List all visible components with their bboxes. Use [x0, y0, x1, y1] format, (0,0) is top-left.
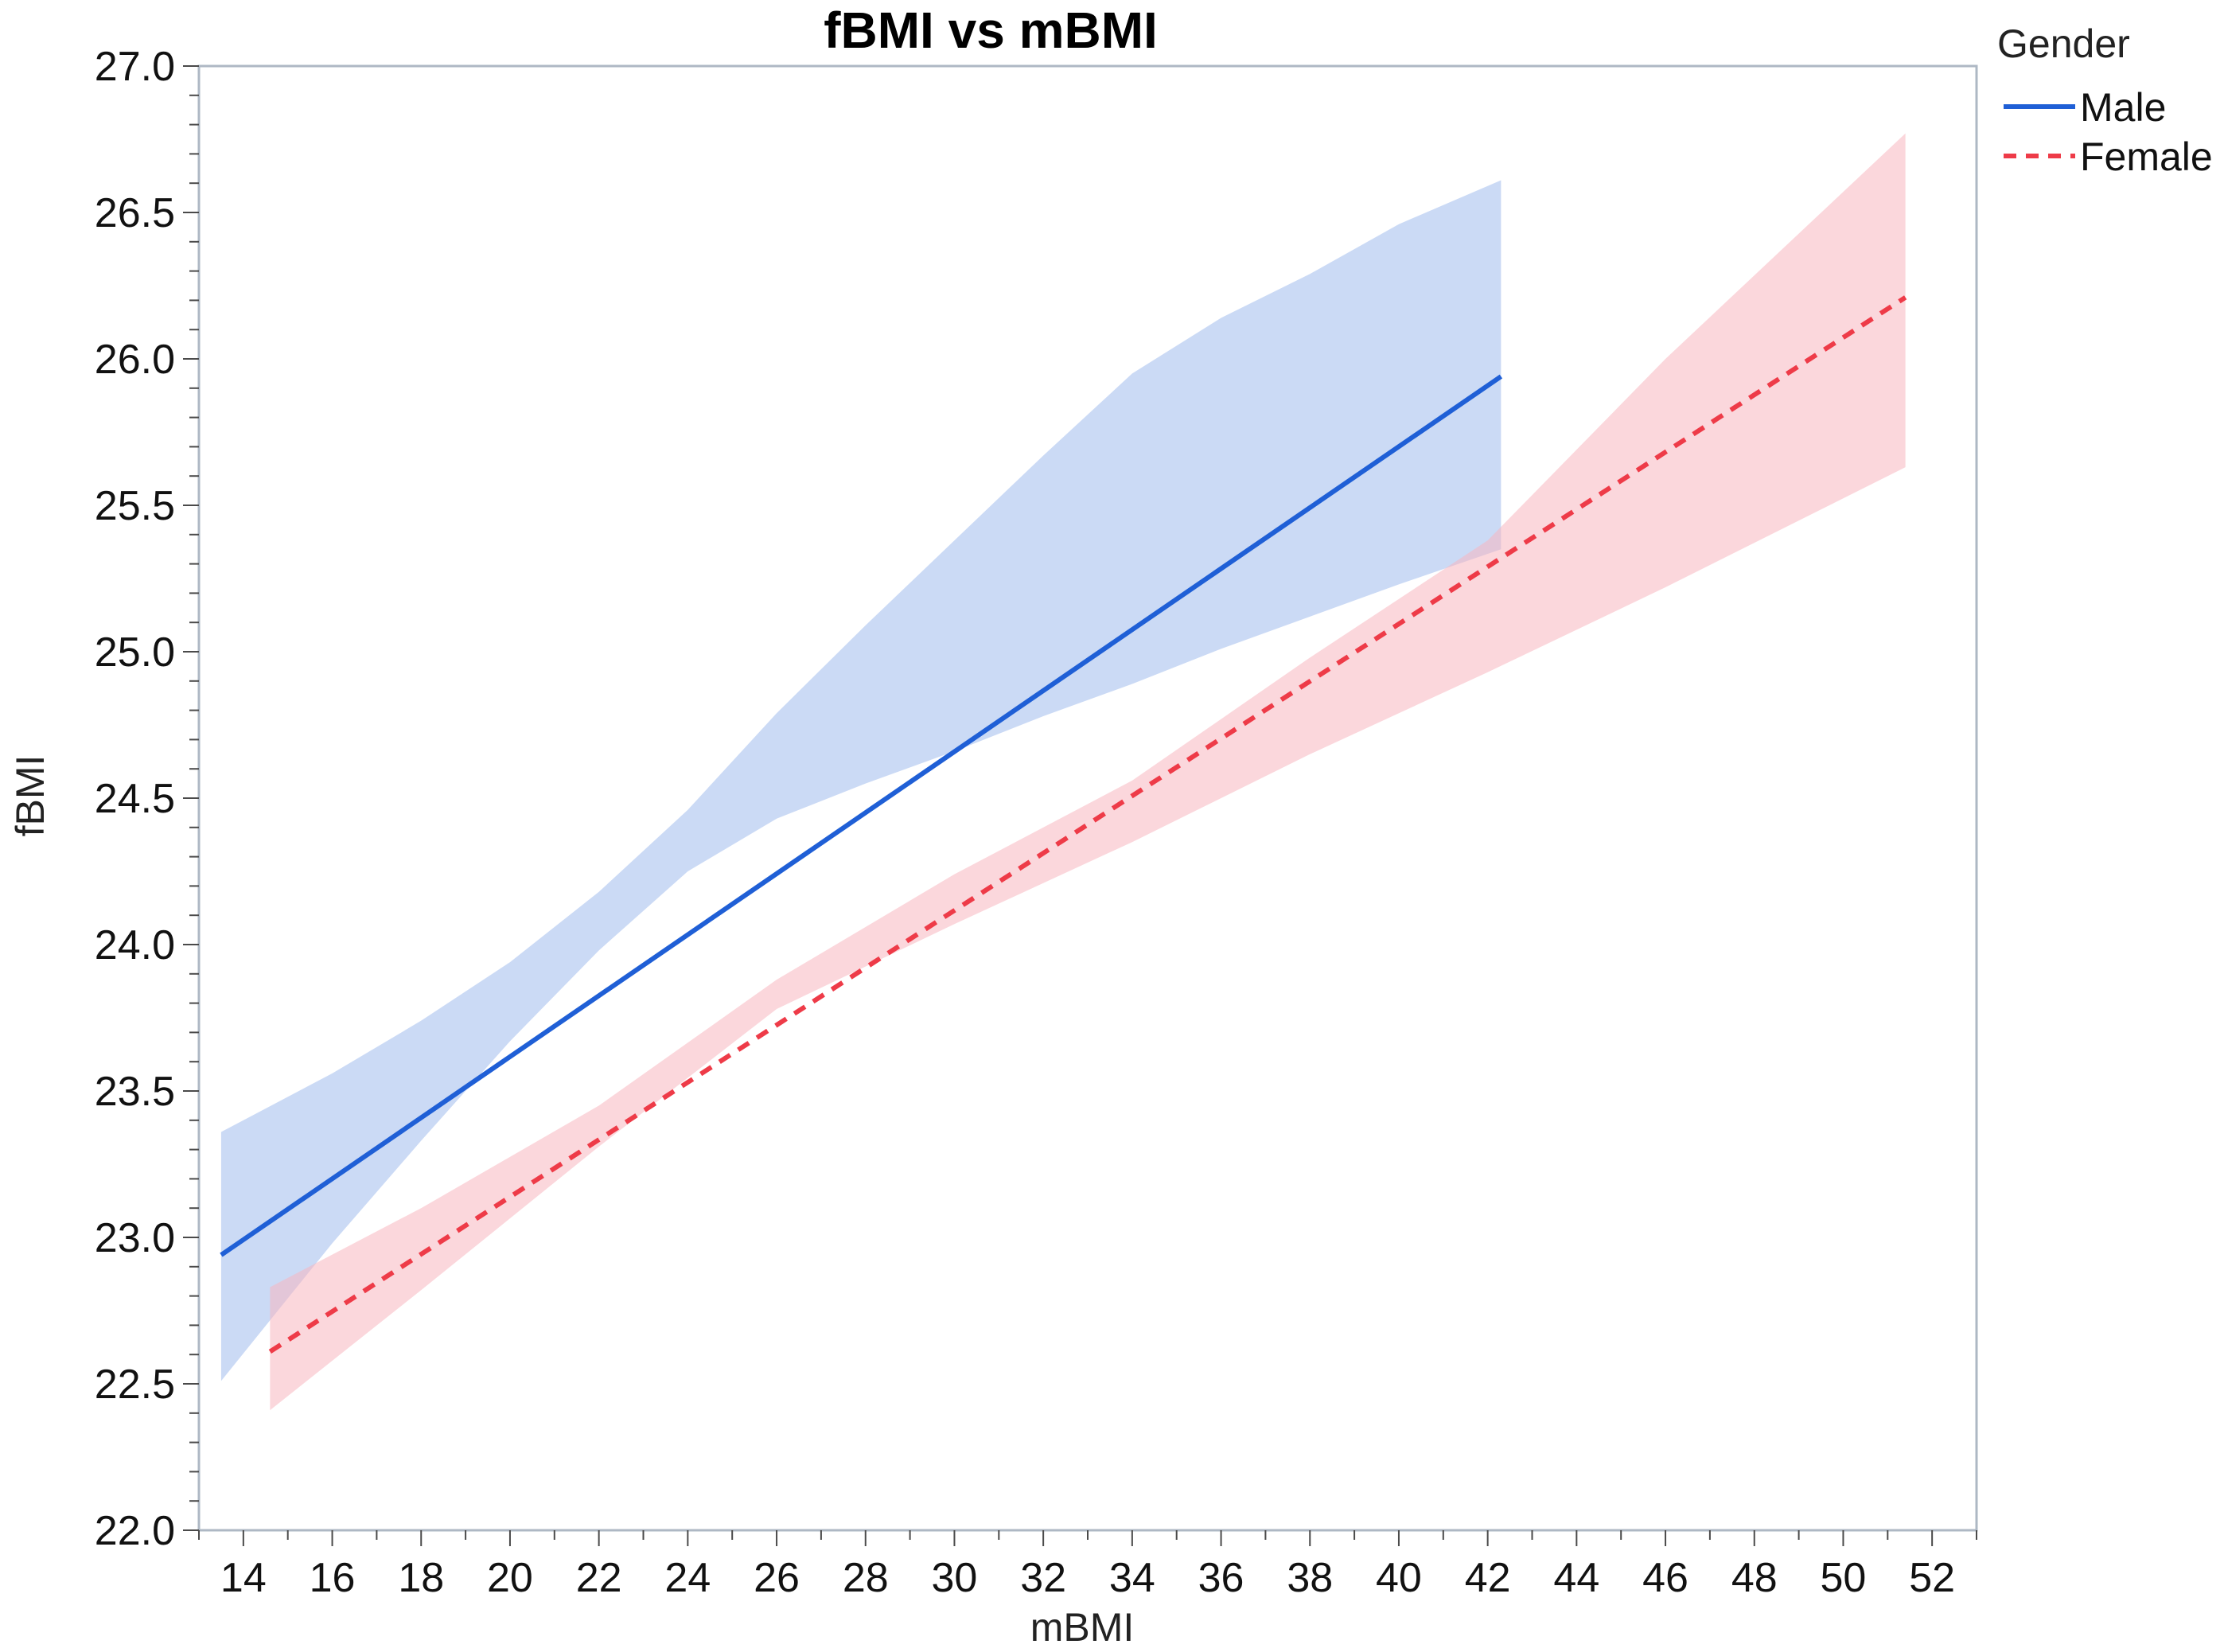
y-tick-label: 24.5 — [95, 776, 175, 822]
x-tick-label: 30 — [932, 1555, 978, 1601]
y-tick-label: 22.0 — [95, 1508, 175, 1554]
x-tick-label: 26 — [754, 1555, 800, 1601]
x-tick-label: 24 — [664, 1555, 711, 1601]
fit-lines — [220, 295, 1907, 1354]
y-tick-label: 26.5 — [95, 190, 175, 236]
x-tick-label: 32 — [1020, 1555, 1066, 1601]
x-tick-label: 38 — [1287, 1555, 1333, 1601]
legend-title: Gender — [1997, 21, 2130, 66]
x-tick-label: 18 — [398, 1555, 444, 1601]
x-tick-label: 20 — [487, 1555, 533, 1601]
y-tick-label: 25.0 — [95, 629, 175, 676]
y-axis-label: fBMI — [8, 755, 53, 837]
legend-label-male: Male — [2080, 85, 2166, 130]
x-tick-label: 36 — [1198, 1555, 1244, 1601]
y-tick-label: 24.0 — [95, 922, 175, 968]
x-tick-label: 40 — [1376, 1555, 1422, 1601]
legend-label-female: Female — [2080, 134, 2213, 179]
confidence-band-male — [220, 180, 1501, 1381]
x-tick-label: 34 — [1109, 1555, 1155, 1601]
y-tick-label: 23.5 — [95, 1069, 175, 1115]
x-tick-label: 52 — [1909, 1555, 1955, 1601]
fit-line-female — [268, 295, 1907, 1354]
y-tick-label: 27.0 — [95, 44, 175, 90]
x-tick-label: 22 — [576, 1555, 622, 1601]
x-tick-label: 48 — [1731, 1555, 1778, 1601]
y-tick-label: 22.5 — [95, 1362, 175, 1408]
x-tick-label: 28 — [843, 1555, 889, 1601]
legend: Gender Male Female — [1997, 21, 2213, 179]
x-tick-label: 16 — [310, 1555, 356, 1601]
chart-title: fBMI vs mBMI — [824, 2, 1158, 59]
plot-area — [197, 64, 1978, 1532]
x-tick-label: 42 — [1465, 1555, 1511, 1601]
x-tick-label: 46 — [1642, 1555, 1688, 1601]
y-tick-label: 23.0 — [95, 1215, 175, 1261]
x-tick-label: 50 — [1821, 1555, 1867, 1601]
confidence-bands — [220, 133, 1906, 1411]
x-tick-label: 14 — [220, 1555, 267, 1601]
y-tick-label: 25.5 — [95, 483, 175, 529]
x-axis: 14 16 18 20 22 24 26 28 30 32 34 36 38 40 42 44 46 48 50 52 — [198, 1530, 1977, 1601]
y-tick-label: 26.0 — [95, 337, 175, 383]
x-axis-label: mBMI — [1030, 1605, 1135, 1650]
y-axis: 22.0 22.5 23.0 23.5 24.0 24.5 25.0 25.5 26.0 26.5… — [95, 44, 199, 1554]
x-tick-label: 44 — [1553, 1555, 1599, 1601]
fit-line-male — [220, 374, 1503, 1257]
